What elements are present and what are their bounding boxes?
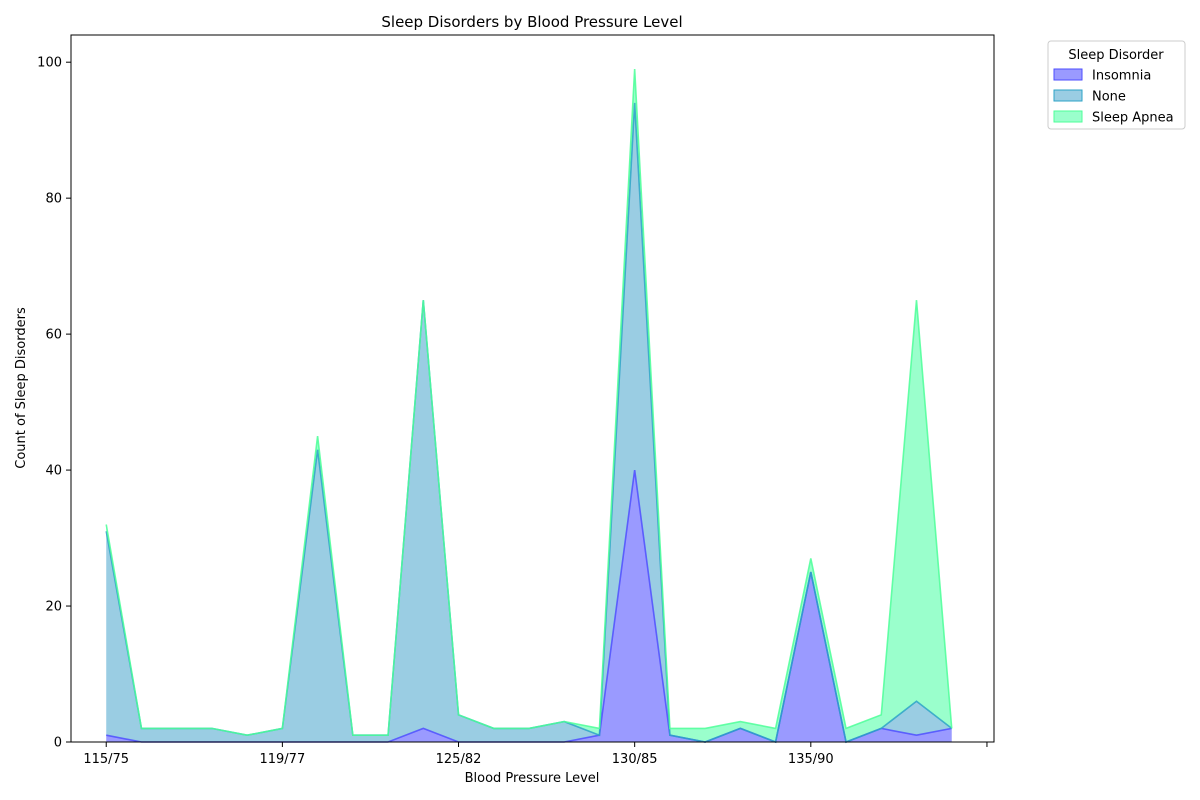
y-tick-label: 0 [54, 736, 62, 751]
chart-title: Sleep Disorders by Blood Pressure Level [381, 13, 682, 31]
y-tick-label: 60 [45, 328, 62, 343]
legend: Sleep Disorder Insomnia None Sleep Apnea [1047, 40, 1186, 130]
y-tick-label: 100 [37, 56, 62, 71]
y-tick-label: 20 [45, 600, 62, 615]
legend-label: Sleep Apnea [1092, 111, 1174, 126]
x-tick-label: 130/85 [612, 752, 658, 767]
legend-label: Insomnia [1092, 69, 1151, 84]
legend-label: None [1092, 90, 1126, 105]
series-lines [105, 68, 953, 744]
area-insomnia [106, 470, 952, 742]
line-sleep-apnea [105, 68, 953, 737]
legend-swatch [1053, 110, 1083, 123]
legend-swatch [1053, 68, 1083, 81]
plot-frame [70, 34, 995, 743]
area-none [106, 102, 952, 743]
y-axis-label: Count of Sleep Disorders [14, 307, 29, 469]
y-tick-label: 80 [45, 192, 62, 207]
legend-title: Sleep Disorder [1068, 48, 1164, 63]
x-axis: 115/75 119/77 125/82 130/85 135/90 [83, 742, 988, 767]
y-tick-label: 40 [45, 464, 62, 479]
y-axis: 0 20 40 60 80 100 [37, 56, 71, 751]
x-tick-label: 115/75 [83, 752, 129, 767]
legend-frame [1047, 40, 1186, 130]
legend-items: Insomnia None Sleep Apnea [1053, 68, 1174, 126]
x-tick-label: 125/82 [436, 752, 482, 767]
x-axis-label: Blood Pressure Level [465, 771, 600, 786]
x-tick-label: 135/90 [788, 752, 834, 767]
x-tick-label: 119/77 [259, 752, 305, 767]
area-layers [106, 68, 952, 743]
legend-swatch [1053, 89, 1083, 102]
